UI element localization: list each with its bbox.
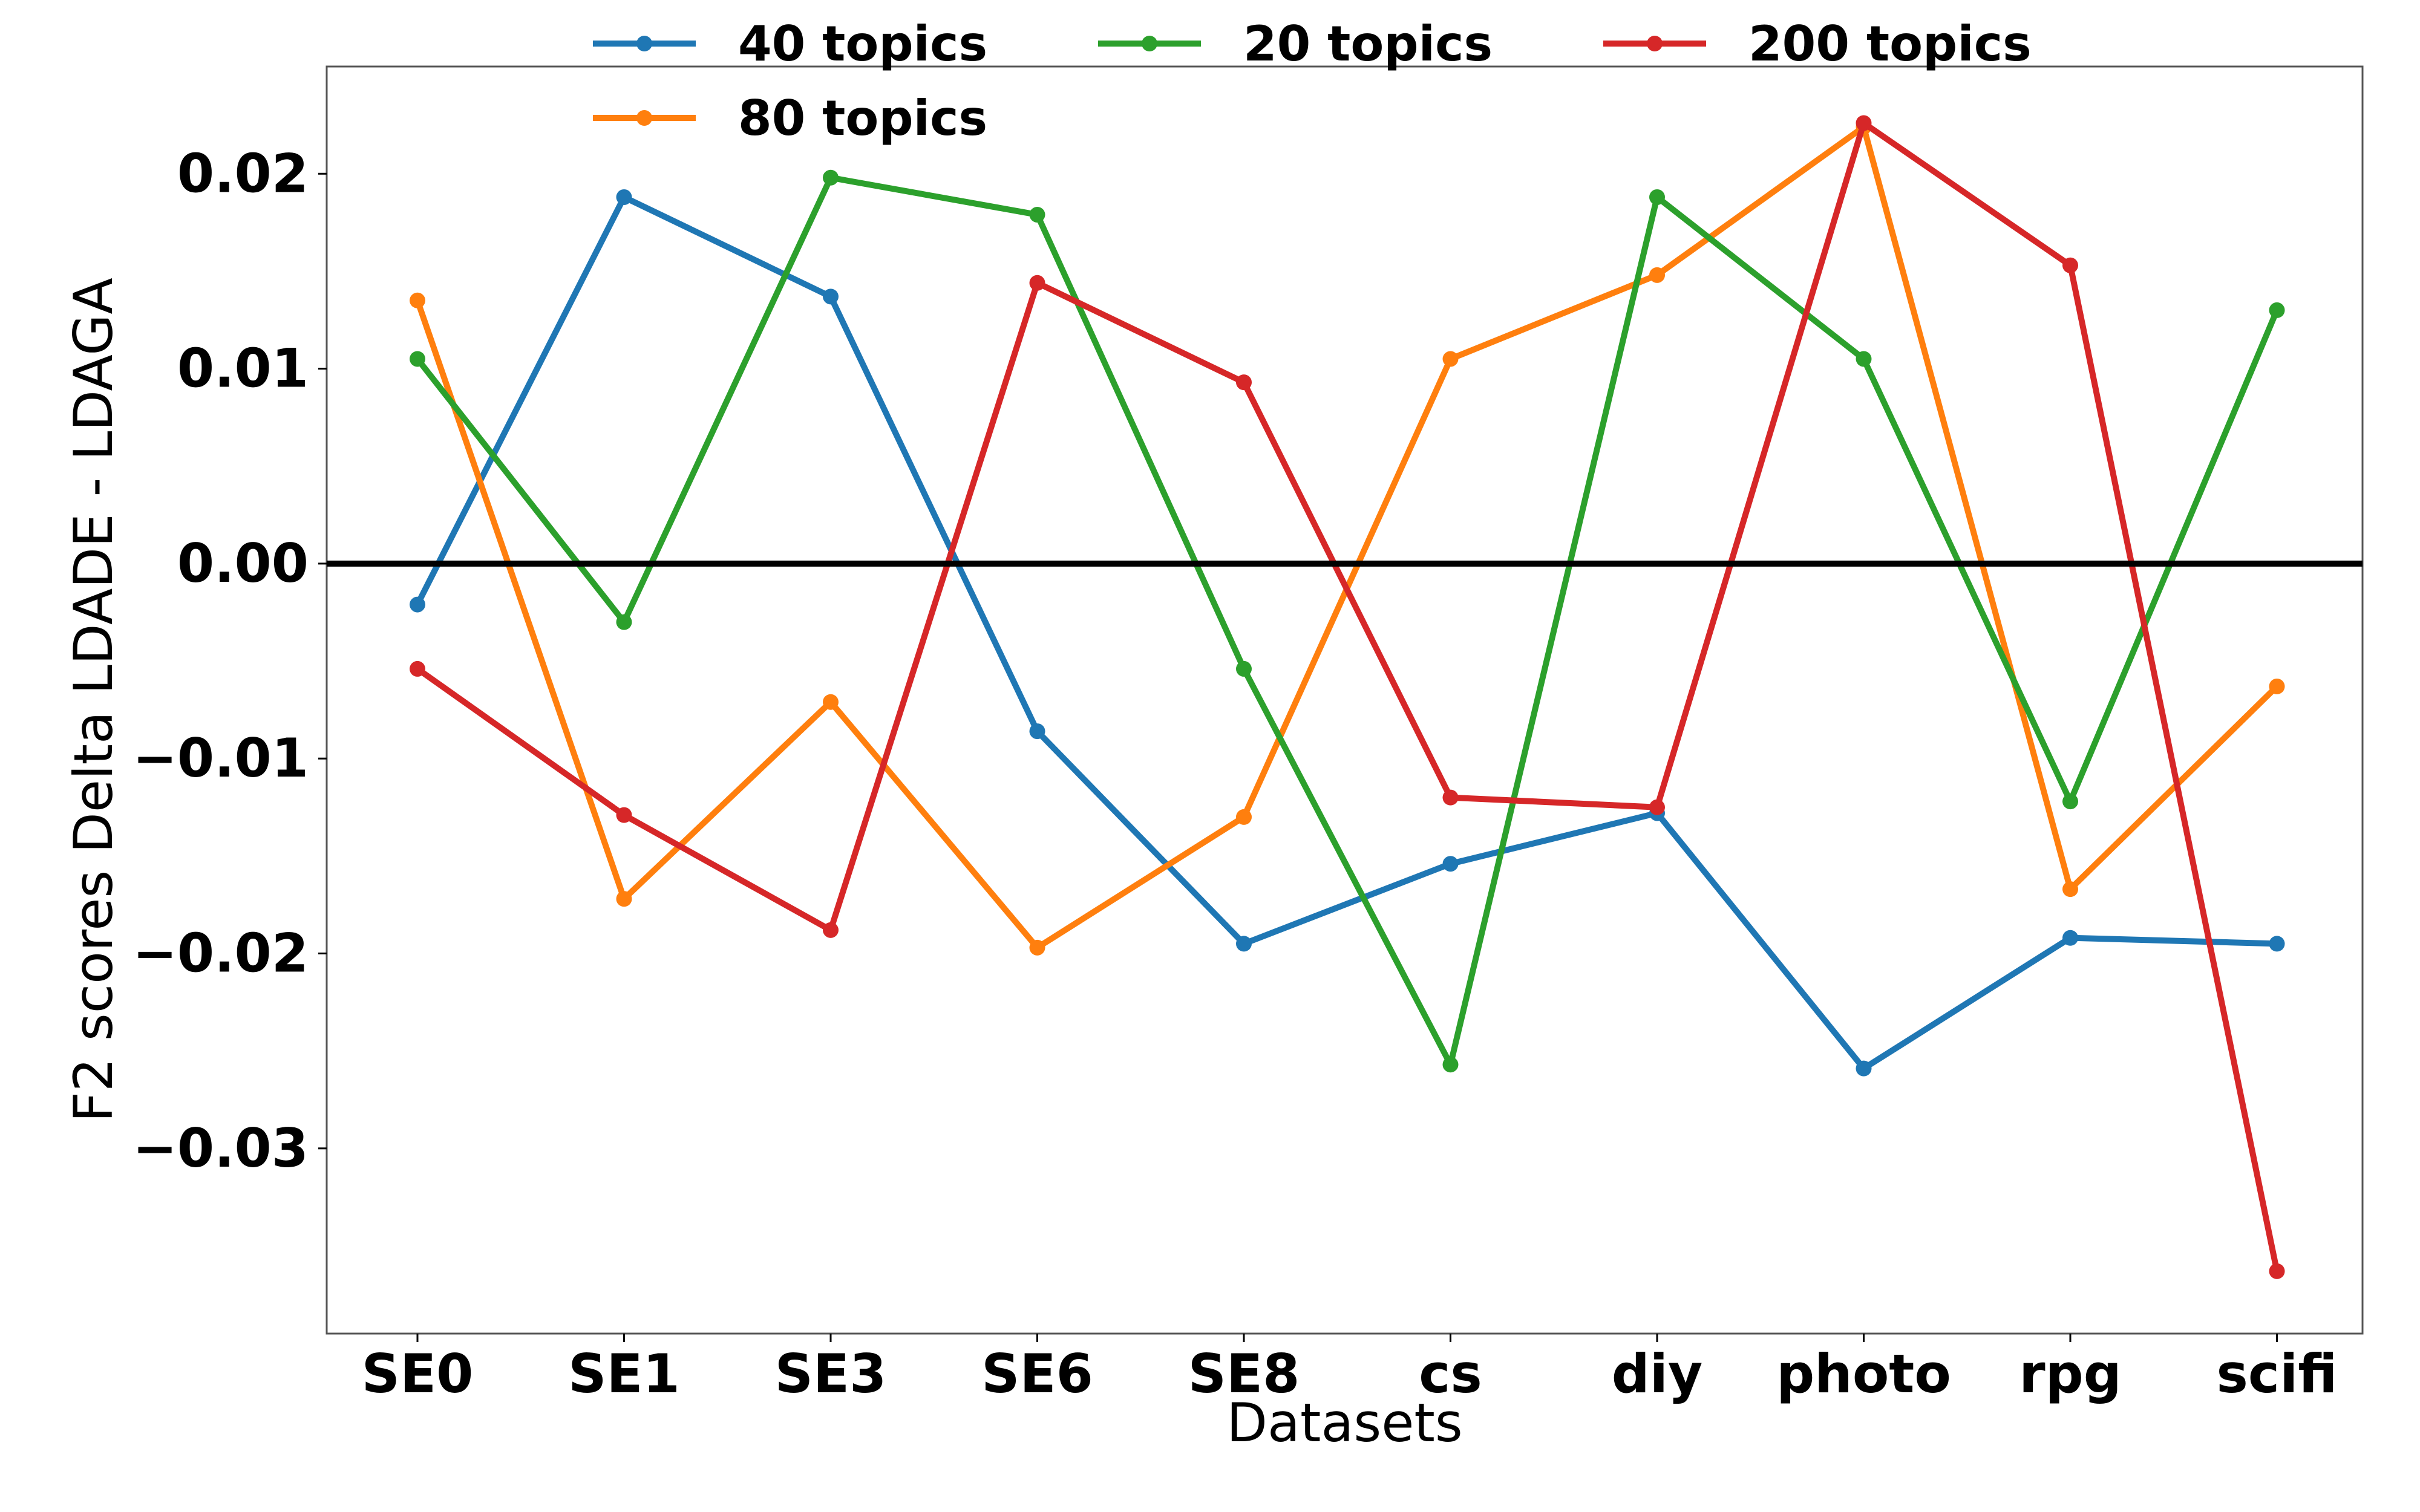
legend-swatch-marker: [1142, 36, 1157, 51]
x-tick-label: scifi: [2217, 1343, 2338, 1405]
data-point-80-topics: [2269, 678, 2285, 694]
legend-swatch-marker: [1647, 36, 1663, 51]
data-point-40-topics: [1236, 936, 1252, 952]
data-point-80-topics: [1236, 809, 1252, 825]
data-point-40-topics: [1856, 1060, 1872, 1077]
y-tick-label: −0.01: [132, 727, 309, 789]
data-point-40-topics: [823, 288, 839, 305]
data-point-20-topics: [1442, 1057, 1459, 1073]
y-tick-label: −0.03: [132, 1117, 309, 1179]
legend-label: 80 topics: [738, 90, 987, 146]
data-point-200-topics: [1856, 115, 1872, 131]
plot-area: [410, 115, 2285, 1279]
x-axis-title: Datasets: [1226, 1392, 1462, 1454]
data-point-40-topics: [2269, 936, 2285, 952]
data-point-200-topics: [1442, 789, 1459, 806]
y-axis-title: F2 scores Delta LDADE - LDAGA: [62, 278, 125, 1122]
data-point-80-topics: [1029, 939, 1045, 956]
x-tick-label: photo: [1776, 1343, 1951, 1405]
x-tick-label: cs: [1419, 1343, 1482, 1405]
data-point-200-topics: [616, 807, 632, 823]
x-tick-label: SE0: [362, 1343, 474, 1405]
data-point-80-topics: [823, 694, 839, 710]
data-point-200-topics: [2269, 1263, 2285, 1279]
legend-item-40-topics: 40 topics: [593, 16, 987, 72]
x-tick-label: SE8: [1188, 1343, 1300, 1405]
data-point-80-topics: [410, 292, 425, 308]
data-point-20-topics: [616, 614, 632, 630]
x-tick-label: SE3: [775, 1343, 887, 1405]
data-point-200-topics: [1649, 799, 1665, 815]
x-tick-label: SE1: [568, 1343, 680, 1405]
legend-item-200-topics: 200 topics: [1603, 16, 2032, 72]
legend-item-80-topics: 80 topics: [593, 90, 987, 146]
data-point-20-topics: [2062, 793, 2078, 810]
data-point-200-topics: [2062, 257, 2078, 273]
data-point-40-topics: [616, 189, 632, 205]
data-point-20-topics: [2269, 302, 2285, 318]
axes: 0.02 0.01 0.00 −0.01 −0.02 −0.03 SE0 SE1 SE3 SE6 S…: [132, 65, 2364, 1405]
data-point-200-topics: [1236, 374, 1252, 391]
legend: 40 topics 80 topics 20 topics 200 topics: [593, 16, 2032, 146]
y-tick-label: 0.01: [177, 337, 309, 400]
data-point-20-topics: [410, 351, 425, 367]
data-point-20-topics: [1856, 351, 1872, 367]
series-line-200-topics: [414, 120, 2280, 1274]
data-point-20-topics: [1649, 189, 1665, 205]
legend-swatch-marker: [636, 110, 652, 126]
data-point-200-topics: [410, 660, 425, 677]
data-point-20-topics: [1029, 206, 1045, 223]
legend-label: 200 topics: [1748, 16, 2032, 72]
series-line-80-topics: [414, 123, 2280, 951]
data-point-20-topics: [1236, 660, 1252, 677]
data-point-40-topics: [410, 596, 425, 613]
legend-item-20-topics: 20 topics: [1098, 16, 1493, 72]
x-tick-label: diy: [1612, 1343, 1703, 1405]
data-point-200-topics: [1029, 275, 1045, 291]
x-tick-label: SE6: [981, 1343, 1093, 1405]
data-point-80-topics: [1442, 351, 1459, 367]
y-tick-label: 0.02: [177, 142, 309, 204]
y-tick-label: 0.00: [177, 532, 309, 595]
data-point-40-topics: [1442, 856, 1459, 872]
data-point-20-topics: [823, 169, 839, 186]
data-point-200-topics: [823, 922, 839, 938]
y-tick-label: −0.02: [132, 922, 309, 985]
legend-label: 40 topics: [738, 16, 987, 72]
data-point-80-topics: [616, 891, 632, 907]
x-tick-label: rpg: [2019, 1343, 2121, 1405]
series-line-20-topics: [414, 174, 2280, 1068]
data-point-40-topics: [2062, 930, 2078, 946]
series-line-40-topics: [414, 194, 2280, 1072]
data-point-80-topics: [2062, 881, 2078, 898]
legend-swatch-marker: [636, 36, 652, 51]
data-point-40-topics: [1029, 723, 1045, 740]
data-point-80-topics: [1649, 267, 1665, 283]
plot-frame: [325, 65, 2364, 1335]
legend-label: 20 topics: [1243, 16, 1493, 72]
